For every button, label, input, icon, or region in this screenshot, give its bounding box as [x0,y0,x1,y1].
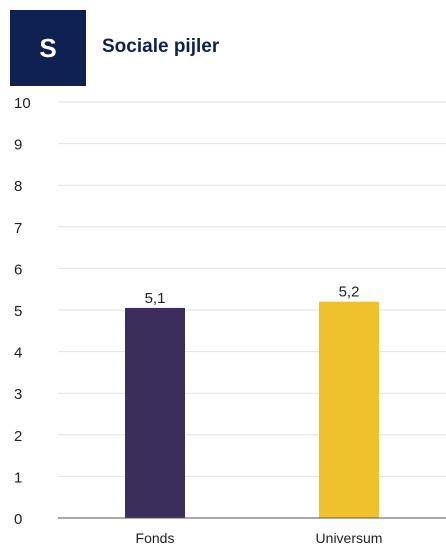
y-tick-label: 1 [14,469,22,486]
y-tick-label: 2 [14,428,22,445]
y-tick-label: 7 [14,220,22,237]
gridlines [58,101,446,477]
bar-fonds [125,307,185,518]
data-labels: 5,1 5,2 [145,284,360,307]
bars [125,301,379,518]
data-label-universum: 5,2 [339,284,360,301]
y-tick-label: 0 [14,511,22,528]
y-tick-label: 4 [14,345,22,362]
y-tick-label: 8 [14,178,22,195]
y-tick-label: 10 [14,95,31,112]
x-axis-tick-labels: Fonds Universum [136,530,383,546]
chart-header: S Sociale pijler [0,0,446,86]
data-label-fonds: 5,1 [145,290,166,307]
bar-chart: 0 1 2 3 4 5 6 7 8 9 10 5,1 5,2 Fonds Universum [14,95,446,546]
pillar-badge: S [10,10,86,86]
chart-title: Sociale pijler [102,36,220,57]
y-tick-label: 9 [14,137,22,154]
x-tick-label-fonds: Fonds [136,530,175,546]
x-tick-label-universum: Universum [316,530,383,546]
y-axis-tick-labels: 0 1 2 3 4 5 6 7 8 9 10 [14,95,31,528]
pillar-badge-letter: S [39,32,57,63]
bar-universum [319,301,379,518]
y-tick-label: 5 [14,303,22,320]
y-tick-label: 6 [14,261,22,278]
y-tick-label: 3 [14,386,22,403]
